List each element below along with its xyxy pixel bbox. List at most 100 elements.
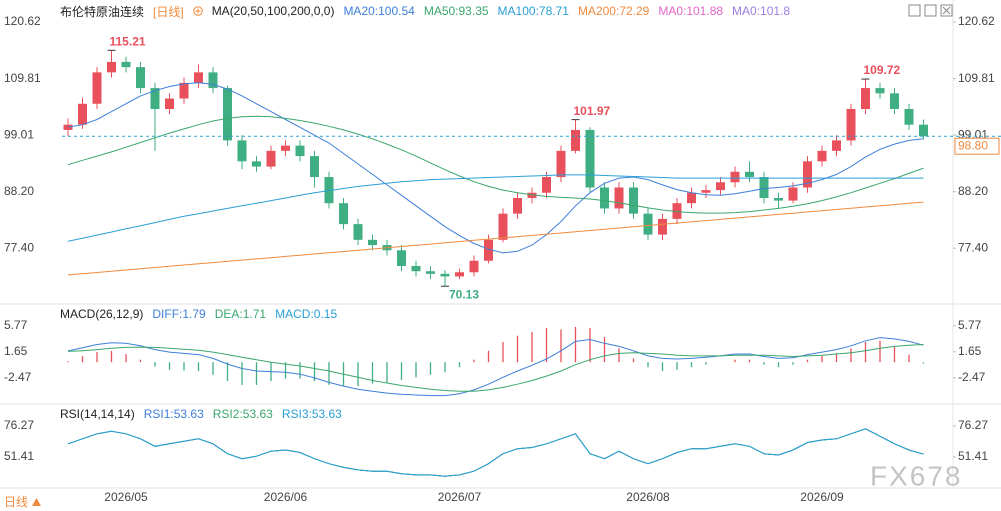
- candle-body: [571, 129, 580, 151]
- indicator-line: [67, 428, 924, 477]
- indicator-name: MA(20,50,100,200,0,0): [211, 4, 335, 18]
- last-price-box: [954, 137, 1000, 155]
- candle-body: [237, 140, 247, 162]
- rsi-legend: RSI(14,14,14) RSI1:53.63 RSI2:53.63 RSI3:53…: [60, 406, 342, 422]
- y-tick-label-left: 99.01: [4, 127, 34, 141]
- icon-close-mark: [942, 6, 951, 15]
- indicator-line: [67, 82, 924, 254]
- candle-body: [904, 108, 914, 125]
- candle-body: [745, 171, 754, 178]
- caret-shape: [32, 497, 42, 506]
- y-tick-label-left: 77.40: [4, 240, 34, 254]
- watermark: FX678: [870, 460, 963, 491]
- indicator-line: [67, 201, 924, 276]
- add-icon-plus: [195, 8, 201, 14]
- candle-body: [179, 82, 189, 99]
- candle-body: [774, 197, 783, 201]
- candle-body: [527, 192, 537, 198]
- high-annotation: 101.97: [574, 104, 611, 118]
- legend-entry: MA0:101.88: [658, 4, 724, 18]
- candle-body: [672, 203, 682, 219]
- symbol-title: 布伦特原油连续: [60, 4, 145, 19]
- y-tick-label-left: 120.62: [4, 14, 41, 28]
- y-tick-label-right: 120.62: [958, 14, 995, 28]
- candle-body: [846, 108, 856, 141]
- y-tick-label-right: 109.81: [958, 71, 995, 85]
- indicator-line: [67, 344, 924, 392]
- candle-body: [310, 156, 319, 178]
- caret: [32, 497, 42, 506]
- candle-body: [614, 187, 624, 209]
- price-legend: 布伦特原油连续 [日线] MA(20,50,100,200,0,0) MA20:100…: [60, 3, 790, 19]
- indicator-line: [67, 115, 924, 214]
- y-tick-label-right: 76.27: [958, 418, 988, 432]
- indicator-line: [67, 428, 924, 477]
- indicator-name: MACD(26,12,9): [60, 307, 144, 321]
- toolbar-icons[interactable]: [908, 4, 953, 17]
- candle-body: [136, 67, 145, 89]
- period-switch[interactable]: 日线: [4, 493, 42, 510]
- add-icon[interactable]: [192, 6, 203, 16]
- add-icon-ring: [192, 6, 203, 16]
- candle-body: [861, 88, 870, 109]
- candle-body: [890, 93, 899, 109]
- candle-body: [107, 61, 116, 73]
- candle-body: [411, 265, 421, 272]
- indicator-line: [67, 337, 924, 397]
- candle-body: [919, 124, 928, 137]
- candle-body: [92, 72, 102, 104]
- legend-entry: RSI2:53.63: [212, 407, 273, 421]
- candle-body: [658, 218, 667, 235]
- candle-body: [484, 239, 493, 261]
- candle-body: [252, 161, 261, 167]
- candle-body: [208, 72, 218, 89]
- candle-body: [730, 171, 740, 183]
- candle-body: [121, 61, 131, 68]
- x-tick-label: 2026/08: [626, 490, 670, 504]
- legend-entry: RSI1:53.63: [143, 407, 204, 421]
- high-annotation: 109.72: [864, 63, 901, 77]
- macd-legend: MACD(26,12,9) DIFF:1.79 DEA:1.71 MACD:0.15: [60, 306, 337, 322]
- candle-body: [223, 88, 232, 141]
- candle-body: [585, 129, 595, 188]
- candle-body: [542, 177, 551, 193]
- candle-body: [629, 187, 638, 214]
- indicator-name: RSI(14,14,14): [60, 407, 135, 421]
- candle-body: [701, 190, 711, 193]
- icon-settings[interactable]: [908, 4, 921, 17]
- candle-body: [556, 150, 566, 178]
- y-tick-label-left: 1.65: [4, 344, 28, 358]
- candle-body: [803, 161, 812, 188]
- high-annotation: 115.21: [110, 35, 146, 49]
- y-tick-label-left: 88.20: [4, 184, 34, 198]
- legend-entry: MA50:93.35: [423, 4, 489, 18]
- x-tick-label: 2026/07: [438, 490, 482, 504]
- candle-body: [266, 150, 276, 167]
- candle-body: [63, 124, 73, 130]
- candle-body: [469, 260, 479, 273]
- legend-entry: DIFF:1.79: [152, 307, 206, 321]
- candle-body: [716, 182, 725, 191]
- candle-body: [194, 72, 203, 83]
- icon-close[interactable]: [940, 4, 953, 17]
- y-tick-label-left: -2.47: [4, 370, 32, 384]
- candle-body: [426, 271, 435, 274]
- y-tick-label-left: 51.41: [4, 449, 34, 463]
- candle-body: [832, 140, 841, 151]
- candle-body: [353, 224, 363, 240]
- indicator-line: [67, 174, 924, 242]
- candle-body: [455, 272, 464, 277]
- candle-body: [788, 187, 798, 201]
- last-price-label: 98.80: [958, 138, 988, 152]
- y-tick-label-right: 1.65: [958, 344, 982, 358]
- candle-body: [817, 150, 827, 162]
- candle-body: [78, 103, 87, 125]
- period-label[interactable]: 日线: [4, 495, 29, 509]
- icon-fullscreen[interactable]: [924, 4, 937, 17]
- y-tick-label-right: 5.77: [958, 318, 982, 332]
- candle-body: [687, 192, 696, 204]
- candle-body: [440, 273, 450, 277]
- candle-body: [875, 88, 885, 94]
- legend-entry: MACD:0.15: [275, 307, 338, 321]
